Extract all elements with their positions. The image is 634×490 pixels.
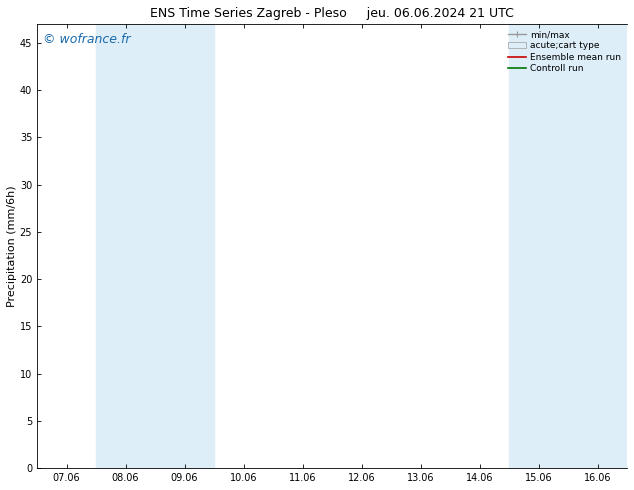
Title: ENS Time Series Zagreb - Pleso     jeu. 06.06.2024 21 UTC: ENS Time Series Zagreb - Pleso jeu. 06.0…: [150, 7, 514, 20]
Bar: [509, 24, 627, 468]
Y-axis label: Precipitation (mm/6h): Precipitation (mm/6h): [7, 185, 17, 307]
Text: © wofrance.fr: © wofrance.fr: [43, 33, 131, 46]
Legend: min/max, acute;cart type, Ensemble mean run, Controll run: min/max, acute;cart type, Ensemble mean …: [507, 28, 623, 75]
Bar: [96, 24, 214, 468]
